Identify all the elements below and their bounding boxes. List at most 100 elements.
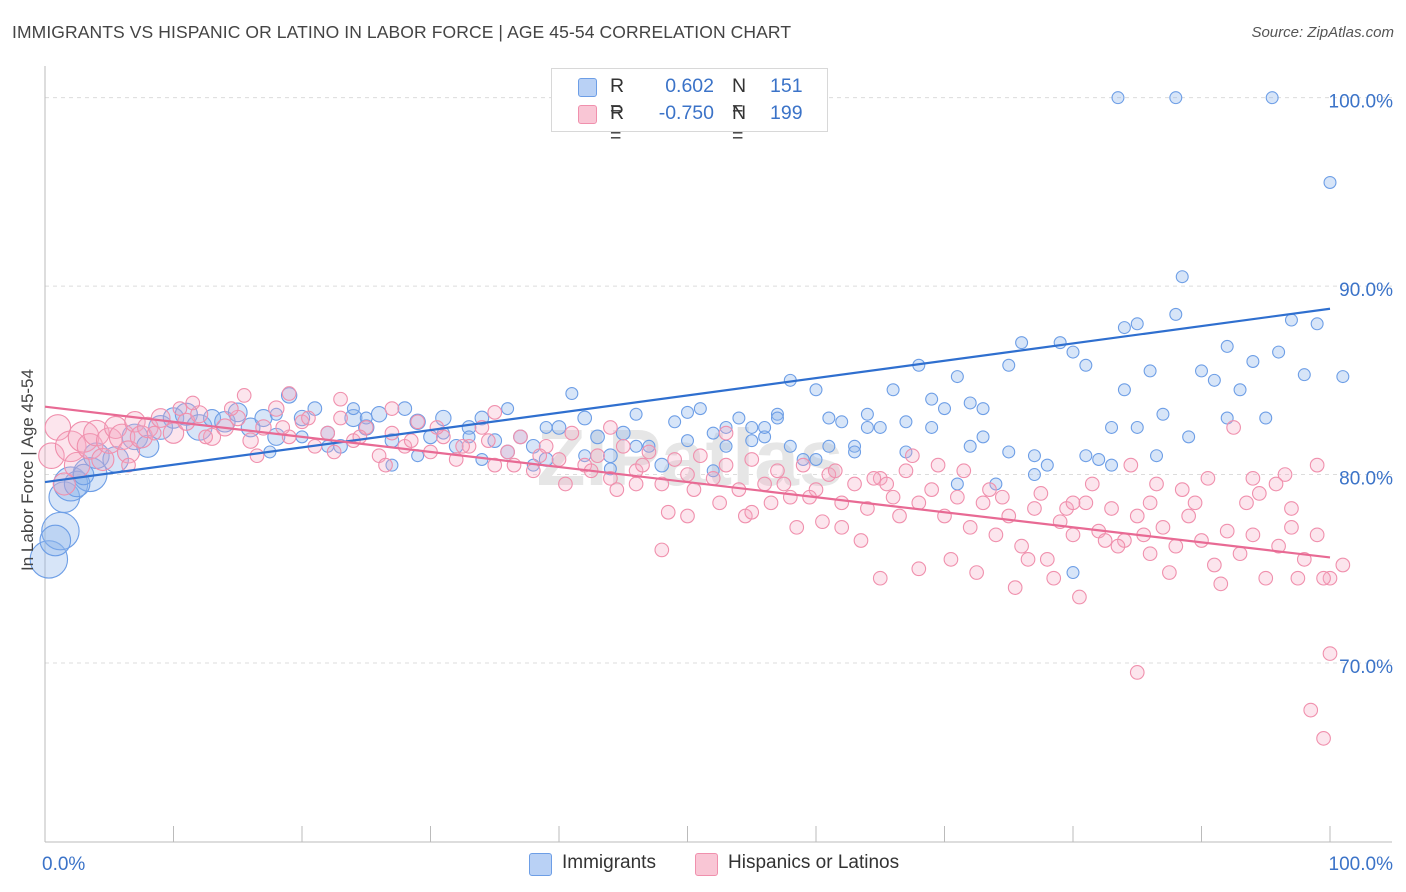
point-hispanics xyxy=(1194,533,1209,548)
point-hispanics xyxy=(1129,665,1145,680)
point-hispanics xyxy=(885,489,901,505)
point-hispanics xyxy=(1213,576,1229,592)
point-hispanics xyxy=(930,457,946,473)
point-immigrants xyxy=(629,407,643,421)
point-hispanics xyxy=(1284,501,1299,516)
y-tick-label: 100.0% xyxy=(1329,92,1394,113)
point-hispanics xyxy=(770,463,785,479)
n-label: N = xyxy=(732,75,747,120)
point-hispanics xyxy=(38,442,65,470)
point-hispanics xyxy=(1065,527,1081,543)
point-immigrants xyxy=(976,430,990,444)
point-immigrants xyxy=(1111,91,1125,105)
point-immigrants xyxy=(745,434,759,448)
point-hispanics xyxy=(1078,495,1094,511)
point-hispanics xyxy=(667,452,683,467)
point-hispanics xyxy=(320,425,336,441)
swatch-hispanics xyxy=(578,105,597,124)
point-immigrants xyxy=(1169,307,1183,321)
point-immigrants xyxy=(937,402,951,416)
point-hispanics xyxy=(487,405,503,420)
point-hispanics xyxy=(1097,533,1113,548)
point-immigrants xyxy=(680,405,694,419)
point-hispanics xyxy=(525,463,541,479)
point-hispanics xyxy=(249,448,265,464)
point-hispanics xyxy=(879,476,895,492)
point-immigrants xyxy=(950,477,964,491)
point-immigrants xyxy=(1117,383,1131,397)
point-hispanics xyxy=(898,463,914,479)
point-hispanics xyxy=(795,457,811,473)
point-immigrants xyxy=(925,392,939,406)
r-value: 0.602 xyxy=(665,75,714,97)
point-immigrants xyxy=(397,401,413,416)
point-hispanics xyxy=(1110,538,1126,554)
point-immigrants xyxy=(370,406,388,423)
point-immigrants xyxy=(668,415,682,429)
point-hispanics xyxy=(660,504,676,520)
point-hispanics xyxy=(1309,457,1325,473)
point-hispanics xyxy=(1239,495,1254,511)
point-hispanics xyxy=(1284,519,1299,535)
point-hispanics xyxy=(654,542,670,558)
point-immigrants xyxy=(565,387,579,401)
trend-line xyxy=(44,405,1331,559)
trend-line xyxy=(44,307,1331,484)
point-hispanics xyxy=(718,425,734,441)
point-hispanics xyxy=(827,463,843,479)
point-immigrants xyxy=(770,407,784,421)
point-immigrants xyxy=(1156,407,1170,421)
trend-lines xyxy=(44,307,1331,559)
legend-swatch-hispanics xyxy=(695,853,718,876)
point-immigrants xyxy=(654,457,670,473)
point-hispanics xyxy=(860,501,875,516)
point-immigrants xyxy=(745,420,759,434)
point-hispanics xyxy=(1129,508,1145,524)
y-tick-label: 80.0% xyxy=(1339,469,1393,490)
point-hispanics xyxy=(712,495,727,511)
point-immigrants xyxy=(1015,336,1029,350)
n-value: 151 xyxy=(770,75,803,97)
point-hispanics xyxy=(892,508,907,524)
point-immigrants xyxy=(1182,430,1196,444)
point-immigrants xyxy=(1079,358,1093,372)
point-immigrants xyxy=(1233,383,1247,397)
point-immigrants xyxy=(706,464,720,478)
point-hispanics xyxy=(268,400,285,417)
point-hispanics xyxy=(551,452,567,467)
point-immigrants xyxy=(860,407,874,421)
point-hispanics xyxy=(1007,580,1023,595)
point-hispanics xyxy=(1104,501,1119,516)
point-immigrants xyxy=(1002,445,1016,459)
y-tick-labels: 70.0% 80.0% 90.0% 100.0% xyxy=(1329,92,1394,678)
point-immigrants xyxy=(615,425,631,441)
point-hispanics xyxy=(969,565,984,580)
point-immigrants xyxy=(269,407,283,421)
point-immigrants xyxy=(758,420,772,434)
point-immigrants xyxy=(719,439,733,453)
point-immigrants xyxy=(1066,566,1080,580)
point-hispanics xyxy=(962,519,978,535)
point-immigrants xyxy=(344,408,363,428)
point-hispanics xyxy=(1258,570,1274,586)
point-hispanics xyxy=(680,508,695,524)
point-hispanics xyxy=(429,420,445,435)
point-hispanics xyxy=(789,519,805,535)
point-immigrants xyxy=(1130,317,1144,331)
point-hispanics xyxy=(301,410,316,426)
point-immigrants xyxy=(1092,452,1106,466)
point-hispanics xyxy=(1271,538,1286,554)
point-hispanics xyxy=(1277,467,1293,482)
point-hispanics xyxy=(718,457,734,473)
point-hispanics xyxy=(956,463,972,479)
point-hispanics xyxy=(150,408,171,428)
point-hispanics xyxy=(1155,519,1171,535)
point-immigrants xyxy=(732,411,746,425)
point-immigrants xyxy=(873,420,887,434)
point-hispanics xyxy=(744,504,760,520)
point-hispanics xyxy=(943,551,959,567)
point-hispanics xyxy=(1251,486,1267,501)
point-hispanics xyxy=(223,401,239,416)
point-immigrants xyxy=(809,452,823,466)
gridlines xyxy=(45,97,1392,664)
